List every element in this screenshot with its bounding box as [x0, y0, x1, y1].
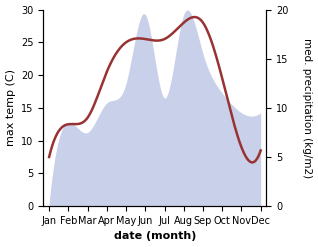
X-axis label: date (month): date (month) — [114, 231, 196, 242]
Y-axis label: med. precipitation (kg/m2): med. precipitation (kg/m2) — [302, 38, 313, 178]
Y-axis label: max temp (C): max temp (C) — [5, 69, 16, 146]
